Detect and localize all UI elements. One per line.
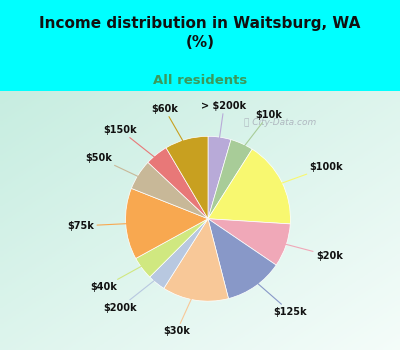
Text: All residents: All residents: [153, 74, 247, 86]
Text: $50k: $50k: [85, 153, 151, 183]
Wedge shape: [164, 219, 228, 301]
Text: $60k: $60k: [151, 104, 190, 154]
Wedge shape: [208, 219, 290, 265]
Wedge shape: [208, 136, 231, 219]
Text: ⓘ City-Data.com: ⓘ City-Data.com: [244, 118, 316, 127]
Wedge shape: [208, 149, 290, 224]
Wedge shape: [148, 148, 208, 219]
Text: Income distribution in Waitsburg, WA
(%): Income distribution in Waitsburg, WA (%): [39, 16, 361, 50]
Text: $30k: $30k: [163, 286, 198, 336]
Wedge shape: [126, 188, 208, 258]
Wedge shape: [136, 219, 208, 277]
Wedge shape: [166, 136, 208, 219]
Text: $75k: $75k: [68, 221, 140, 231]
Wedge shape: [131, 162, 208, 219]
Text: $150k: $150k: [103, 125, 166, 166]
Text: $10k: $10k: [236, 110, 282, 157]
Wedge shape: [208, 219, 276, 299]
Text: $20k: $20k: [272, 241, 343, 261]
Text: > $200k: > $200k: [202, 101, 247, 152]
Text: $200k: $200k: [103, 272, 166, 313]
Wedge shape: [150, 219, 208, 288]
Text: $125k: $125k: [247, 274, 307, 317]
Text: $100k: $100k: [268, 162, 343, 188]
Wedge shape: [208, 140, 252, 219]
Text: $40k: $40k: [90, 259, 154, 292]
